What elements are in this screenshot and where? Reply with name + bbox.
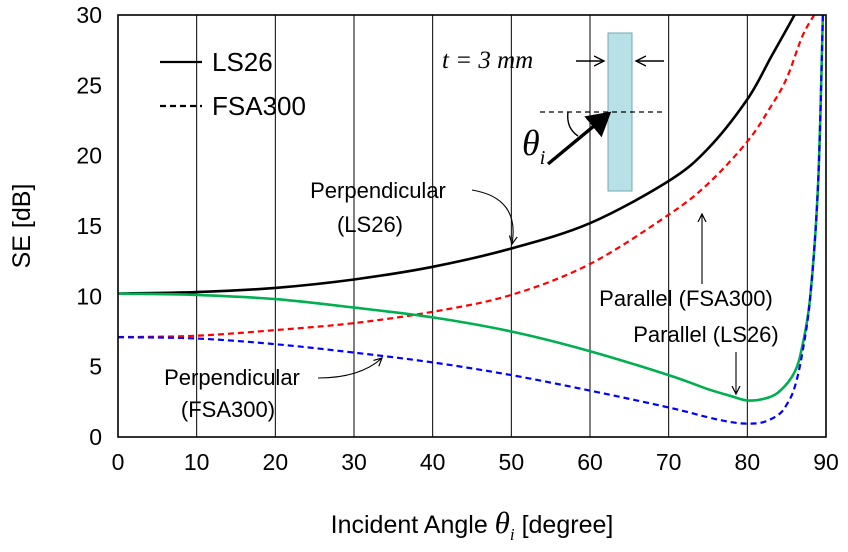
annotation-perp-fsa300-line1: Perpendicular: [164, 365, 300, 390]
x-tick-label-8: 80: [735, 449, 761, 475]
x-axis-label-theta: θ: [495, 505, 510, 540]
annotation-par-fsa300: Parallel (FSA300): [599, 286, 773, 311]
y-tick-label-2: 10: [76, 283, 102, 309]
y-tick-label-1: 5: [89, 354, 102, 380]
x-tick-label-9: 90: [813, 449, 839, 475]
series-line-1: [117, 14, 816, 339]
slab: [607, 32, 633, 192]
series-group: [117, 14, 825, 425]
x-axis-label-suffix: [degree]: [515, 511, 614, 539]
x-axis-label-prefix: Incident Angle: [331, 511, 495, 539]
tick-labels: 0 10 20 30 40 50 60 70 80 90 0 5 10 15 20 25 30: [76, 2, 838, 475]
annotation-perp-fsa300-line2: (FSA300): [181, 397, 275, 422]
x-tick-label-2: 20: [263, 449, 289, 475]
legend: LS26 FSA300: [160, 47, 306, 121]
annotation-perp-ls26-line2: (LS26): [337, 212, 403, 237]
series-line-3: [117, 14, 824, 425]
grid: [196, 15, 748, 437]
y-tick-label-4: 20: [76, 143, 102, 169]
x-axis-label: Incident Angle θi [degree]: [331, 505, 614, 544]
annotation-perp-fsa300-leader: [317, 358, 382, 379]
thickness-label: t = 3 mm: [442, 47, 533, 74]
x-tick-label-5: 50: [499, 449, 525, 475]
annotations: Perpendicular (LS26) Parallel (FSA300) P…: [164, 178, 779, 422]
legend-label-ls26: LS26: [212, 47, 273, 77]
x-axis-label-sub: i: [510, 525, 515, 544]
series-line-0: [117, 14, 796, 295]
inset-theta-subscript: i: [540, 147, 546, 169]
plot-frame: [117, 14, 827, 438]
angle-arc: [567, 111, 579, 137]
x-tick-label-3: 30: [341, 449, 367, 475]
x-tick-label-0: 0: [112, 449, 125, 475]
y-axis-label: SE [dB]: [8, 184, 36, 269]
y-tick-label-5: 25: [76, 72, 102, 98]
inset-theta-symbol: θ: [522, 123, 540, 163]
annotation-par-ls26: Parallel (LS26): [633, 322, 779, 347]
x-tick-label-6: 60: [577, 449, 603, 475]
inset-theta: θi: [522, 123, 545, 169]
annotation-perp-ls26-line1: Perpendicular: [310, 178, 446, 203]
slab-inset: t = 3 mm θi: [442, 32, 665, 192]
y-tick-label-6: 30: [76, 2, 102, 28]
x-tick-label-7: 70: [656, 449, 682, 475]
y-tick-label-0: 0: [89, 424, 102, 450]
legend-label-fsa300: FSA300: [212, 91, 306, 121]
x-tick-label-4: 40: [420, 449, 446, 475]
annotation-perp-ls26-leader: [471, 189, 513, 244]
y-tick-label-3: 15: [76, 213, 102, 239]
incident-arrow: [546, 111, 612, 166]
x-tick-label-1: 10: [184, 449, 210, 475]
